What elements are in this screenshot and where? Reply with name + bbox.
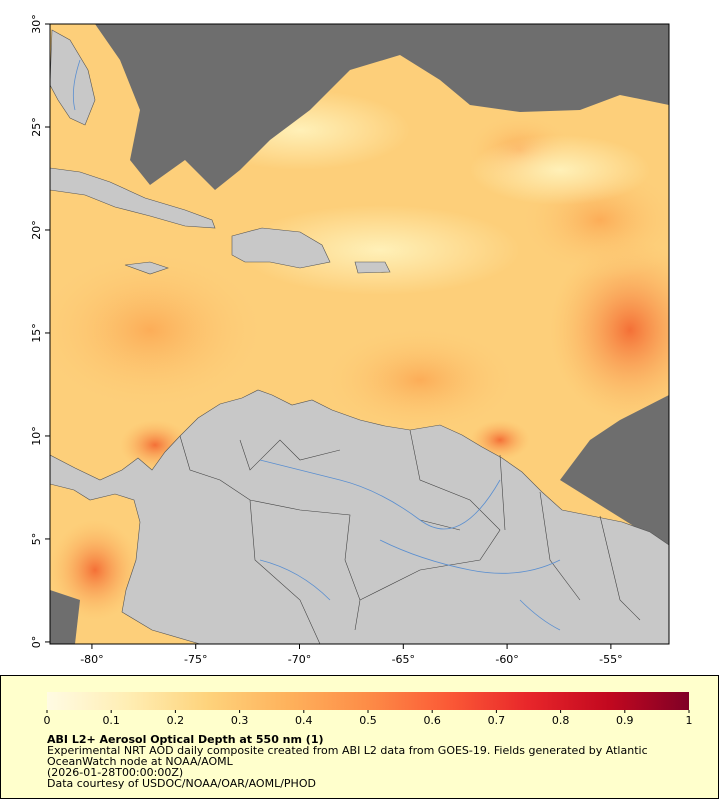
- colorbar-tick-label: 0.8: [552, 714, 570, 727]
- colorbar-tick-label: 0.2: [167, 714, 185, 727]
- cloud: [560, 395, 669, 560]
- y-tick-label: 10°: [30, 426, 43, 446]
- colorbar-tick-label: 1: [686, 714, 693, 727]
- aerosol-patch: [240, 205, 520, 295]
- x-tick-label: -80°: [80, 653, 103, 666]
- caption-line: Experimental NRT AOD daily composite cre…: [47, 744, 648, 757]
- aerosol-patch: [310, 320, 530, 440]
- aerosol-patch: [50, 520, 140, 620]
- caption-title: ABI L2+ Aerosol Optical Depth at 550 nm …: [47, 733, 324, 746]
- x-tick-label: -55°: [599, 653, 622, 666]
- y-tick-label: 20°: [30, 220, 43, 240]
- colorbar-tick-label: 0.4: [295, 714, 313, 727]
- colorbar-tick-label: 0: [44, 714, 51, 727]
- colorbar-tick-label: 0.5: [359, 714, 377, 727]
- map-area: [50, 24, 669, 644]
- colorbar: [47, 692, 689, 710]
- aerosol-patch: [50, 240, 280, 420]
- jamaica: [124, 261, 169, 275]
- caption-line: (2026-01-28T00:00:00Z): [47, 766, 183, 779]
- colorbar-tick-label: 0.7: [488, 714, 506, 727]
- map-frame: [49, 23, 670, 645]
- florida: [50, 29, 96, 126]
- colorbar-tick-label: 0.1: [102, 714, 120, 727]
- colorbar-tick-label: 0.3: [231, 714, 249, 727]
- cloud: [50, 590, 80, 644]
- caption-line: Data courtesy of USDOC/NOAA/OAR/AOML/PHO…: [47, 777, 316, 790]
- y-tick-label: 15°: [30, 323, 43, 343]
- x-tick-label: -70°: [288, 653, 311, 666]
- y-tick-label: 0°: [30, 636, 43, 649]
- x-tick-label: -75°: [184, 653, 207, 666]
- hispaniola: [231, 227, 331, 269]
- y-tick-label: 5°: [30, 533, 43, 546]
- colorbar-tick-label: 0.6: [423, 714, 441, 727]
- x-tick-label: -65°: [392, 653, 415, 666]
- cuba: [50, 167, 216, 229]
- x-tick-label: -60°: [495, 653, 518, 666]
- y-tick-label: 25°: [30, 117, 43, 137]
- aerosol-patch: [550, 240, 669, 420]
- puerto-rico: [354, 261, 391, 274]
- y-tick-label: 30°: [30, 14, 43, 34]
- rivers: [72, 59, 561, 631]
- borders: [179, 429, 641, 644]
- colorbar-tick-label: 0.9: [616, 714, 634, 727]
- caption-line: OceanWatch node at NOAA/AOML: [47, 755, 234, 768]
- aerosol-patch: [470, 135, 650, 205]
- cloud: [95, 24, 669, 190]
